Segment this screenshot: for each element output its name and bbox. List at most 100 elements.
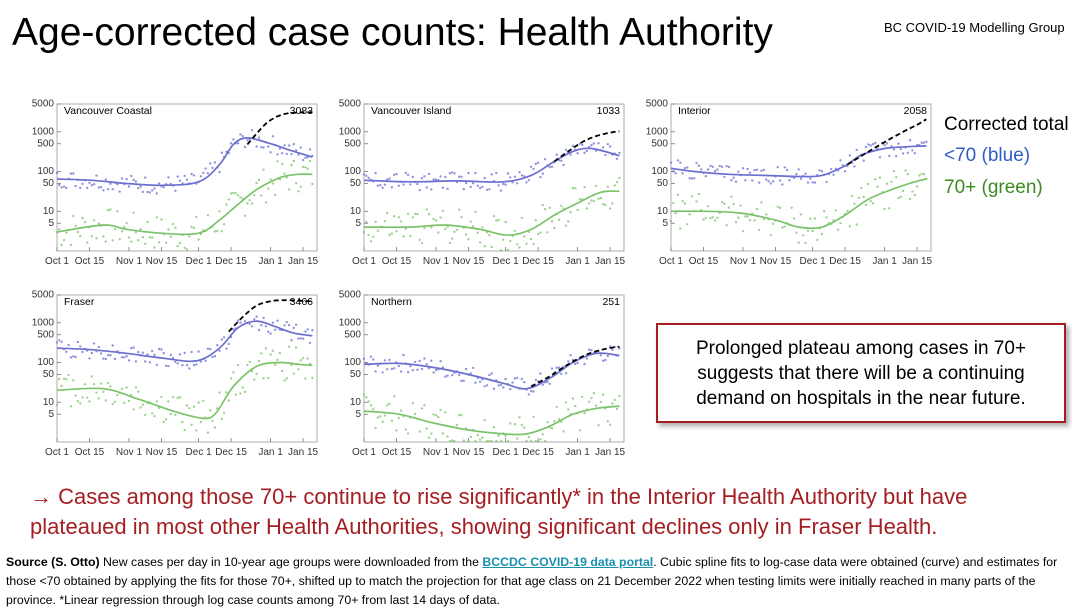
over70-point [553,226,556,230]
under70-point [788,179,791,182]
over70-point [532,242,535,246]
over70-point [418,238,421,241]
under70-point [778,179,782,182]
over70-point [65,378,68,381]
under70-point [804,172,807,175]
over70-point [83,221,87,224]
over70-point [578,198,582,201]
callout-line: Prolonged plateau among cases in 70+ [695,338,1027,359]
over70-point [151,236,154,239]
under70-point [386,368,389,371]
over70-point [264,201,268,204]
under70-point [439,360,442,363]
over70-point [418,430,421,433]
under70-point [725,165,728,168]
over70-point [281,369,284,373]
under70-point [583,362,586,366]
under70-point [497,384,500,387]
x-tick-label: Oct 15 [382,447,412,458]
over70-point [102,390,105,393]
total-curve [846,118,927,166]
under70-point [525,181,528,184]
over70-point [481,436,484,439]
over70-point [439,408,442,412]
conclusion-line: plateaued in most other Health Authoriti… [30,514,938,539]
under70-point [432,178,435,181]
under70-point [539,372,542,375]
x-tick-label: Oct 15 [689,256,719,267]
over70-point [311,182,314,186]
under70-point [606,354,609,358]
under70-point [669,161,673,164]
over70-point [839,222,842,225]
over70-point [476,231,479,234]
over70-point [60,384,63,388]
over70-point [615,180,619,184]
under70-point [446,187,449,190]
under70-point [236,319,240,322]
under70-point [74,355,77,359]
under70-point [809,177,812,180]
under70-point [397,364,400,368]
under70-point [220,338,223,341]
over70-point [716,216,719,219]
group-label: BC COVID-19 Modelling Group [884,20,1065,35]
over70-point [58,228,61,231]
over70-point [374,220,377,224]
under70-point [490,372,493,375]
over70-point [578,429,582,432]
over70-point [111,402,114,406]
over70-point [525,242,528,245]
over70-point [153,415,156,418]
under70-point [615,157,619,160]
over70-point [376,416,380,419]
under70-point [167,364,170,368]
under70-point [683,167,687,170]
over70-point [520,423,524,427]
over70-point [299,185,302,188]
conclusion-text: → Cases among those 70+ continue to rise… [30,482,1070,542]
under70-point [471,366,475,370]
under70-point [897,142,900,145]
under70-point [539,176,542,179]
over70-point [402,235,405,238]
under70-point [534,162,537,166]
under70-point [311,329,314,332]
under70-point [520,174,524,177]
data-portal-link[interactable]: BCCDC COVID-19 data portal [482,555,654,569]
over70-point [141,403,145,406]
over70-point [890,180,893,183]
under70-point [604,358,607,362]
over70-point [899,195,902,199]
over70-point [95,391,98,394]
under70-point [218,170,221,174]
x-tick-label: Nov 1 [116,447,143,458]
over70-point [451,237,454,240]
under70-point [304,156,307,159]
over70-point [427,436,431,439]
under70-point [271,321,275,324]
over70-point [857,196,861,199]
over70-point [362,393,366,396]
over70-point [125,222,128,225]
total-curve [530,345,620,388]
under70-point [832,173,835,176]
under70-point [164,364,168,367]
over70-point [362,231,366,234]
over70-point [918,174,921,177]
under70-point [79,345,82,348]
under70-point [746,167,749,171]
under70-point [299,337,302,340]
over70-point [888,207,891,210]
over70-point [458,208,461,211]
over70-point [174,226,177,229]
over70-point [139,406,142,409]
under70-point [130,174,133,178]
x-tick-label: Oct 1 [352,447,376,458]
over70-point [469,220,472,223]
under70-point [197,350,200,353]
over70-point [825,216,828,219]
under70-point [416,182,419,186]
x-tick-label: Dec 1 [186,447,213,458]
